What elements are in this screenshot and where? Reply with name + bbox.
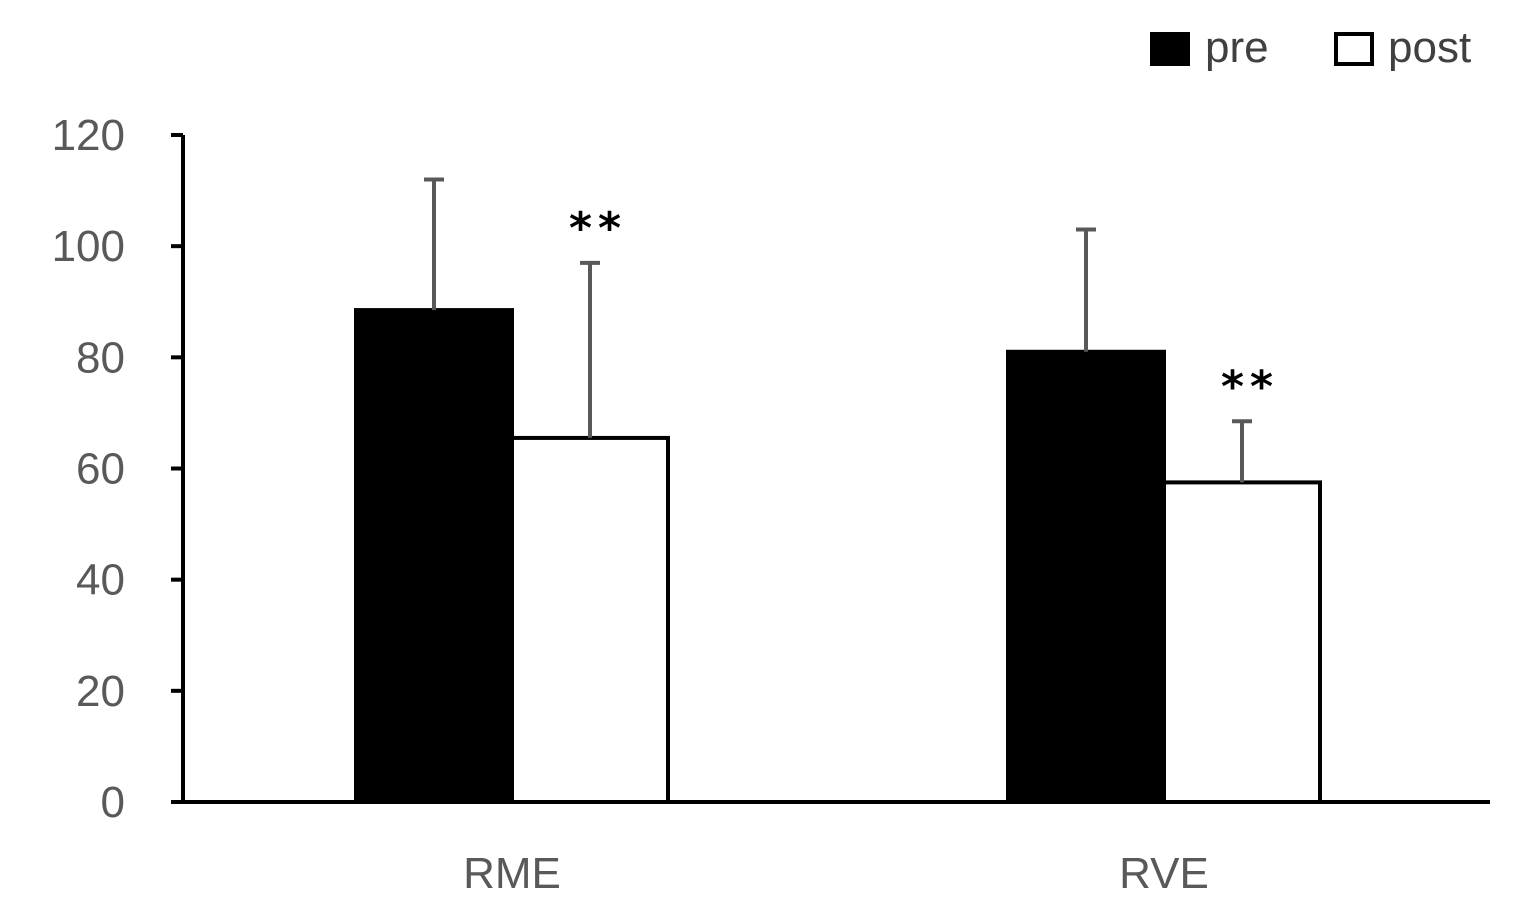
y-tick-label: 60 — [76, 445, 125, 494]
bar-pre-rve — [1006, 349, 1166, 804]
legend-swatch-post — [1334, 32, 1374, 66]
legend: pre post — [1150, 23, 1471, 72]
y-tick-label: 80 — [76, 333, 125, 382]
significance-markers: ** ** — [569, 203, 1279, 412]
x-category-label: RVE — [1119, 849, 1209, 898]
legend-swatch-pre — [1150, 32, 1190, 66]
bars — [354, 308, 1322, 804]
bar-post-rme — [510, 435, 670, 804]
axes — [181, 135, 1490, 804]
legend-label-pre: pre — [1205, 23, 1269, 72]
x-axis-labels: RME RVE — [463, 849, 1209, 898]
significance-marker: ** — [1221, 361, 1279, 412]
y-tick-label: 0 — [101, 778, 125, 827]
y-axis-ticks: 0 20 40 60 80 100 120 — [52, 111, 183, 827]
y-tick-label: 100 — [52, 222, 125, 271]
y-tick-label: 20 — [76, 667, 125, 716]
x-category-label: RME — [463, 849, 561, 898]
significance-marker: ** — [569, 203, 627, 254]
y-tick-label: 120 — [52, 111, 125, 160]
legend-label-post: post — [1388, 23, 1471, 72]
bar-post-rve — [1162, 480, 1322, 804]
error-bars — [424, 177, 1252, 483]
bar-pre-rme — [354, 308, 514, 804]
y-tick-label: 40 — [76, 556, 125, 605]
